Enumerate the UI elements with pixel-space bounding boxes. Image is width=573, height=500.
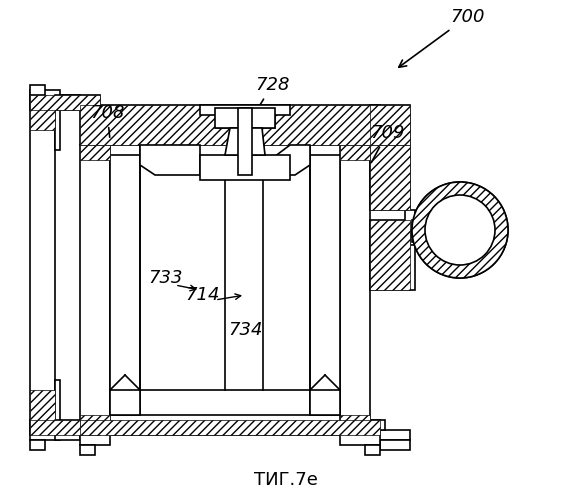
Circle shape [412,182,508,278]
Polygon shape [80,420,380,435]
Polygon shape [55,100,60,150]
Polygon shape [30,430,60,440]
Polygon shape [30,440,45,450]
Text: 708: 708 [90,104,124,137]
Polygon shape [30,420,100,435]
Polygon shape [310,155,340,420]
Polygon shape [365,445,380,455]
Polygon shape [80,145,110,430]
Polygon shape [110,155,140,420]
Polygon shape [30,420,100,435]
Polygon shape [370,105,410,145]
Polygon shape [405,210,415,230]
Polygon shape [225,128,265,155]
Polygon shape [30,95,100,110]
Polygon shape [30,100,55,430]
Polygon shape [215,108,275,128]
Polygon shape [405,245,415,290]
Polygon shape [140,145,200,175]
Polygon shape [370,430,410,440]
Text: 734: 734 [228,321,262,339]
Polygon shape [238,108,252,175]
Text: 709: 709 [370,124,405,162]
Polygon shape [380,440,410,450]
Text: 733: 733 [148,269,182,287]
Circle shape [425,195,495,265]
Polygon shape [110,390,140,415]
Polygon shape [30,100,55,130]
Polygon shape [80,105,380,145]
Polygon shape [80,420,380,435]
Polygon shape [110,415,340,435]
Polygon shape [30,95,100,110]
Text: 714: 714 [185,286,219,304]
Polygon shape [370,220,410,290]
Polygon shape [225,128,265,155]
Polygon shape [370,420,385,430]
Polygon shape [370,145,410,210]
Polygon shape [238,108,252,175]
Polygon shape [215,108,275,128]
Text: 728: 728 [254,76,289,114]
Polygon shape [310,390,340,415]
Text: 700: 700 [399,8,485,68]
Polygon shape [30,85,45,95]
Polygon shape [80,445,95,455]
Polygon shape [340,145,370,160]
Polygon shape [412,220,425,242]
Polygon shape [370,105,410,145]
Polygon shape [340,145,370,430]
Polygon shape [55,430,80,440]
Polygon shape [370,220,410,290]
Polygon shape [80,430,110,445]
Polygon shape [30,90,60,100]
Polygon shape [80,415,110,430]
Circle shape [412,182,508,278]
Polygon shape [80,105,380,145]
Polygon shape [55,380,60,430]
Polygon shape [55,95,80,105]
Polygon shape [30,390,55,430]
Polygon shape [340,415,370,430]
Polygon shape [200,105,290,115]
Polygon shape [200,155,290,180]
Text: ΤИГ.7e: ΤИГ.7e [254,471,318,489]
Polygon shape [340,430,380,445]
Polygon shape [250,145,310,175]
Polygon shape [370,145,410,210]
Polygon shape [80,145,110,160]
